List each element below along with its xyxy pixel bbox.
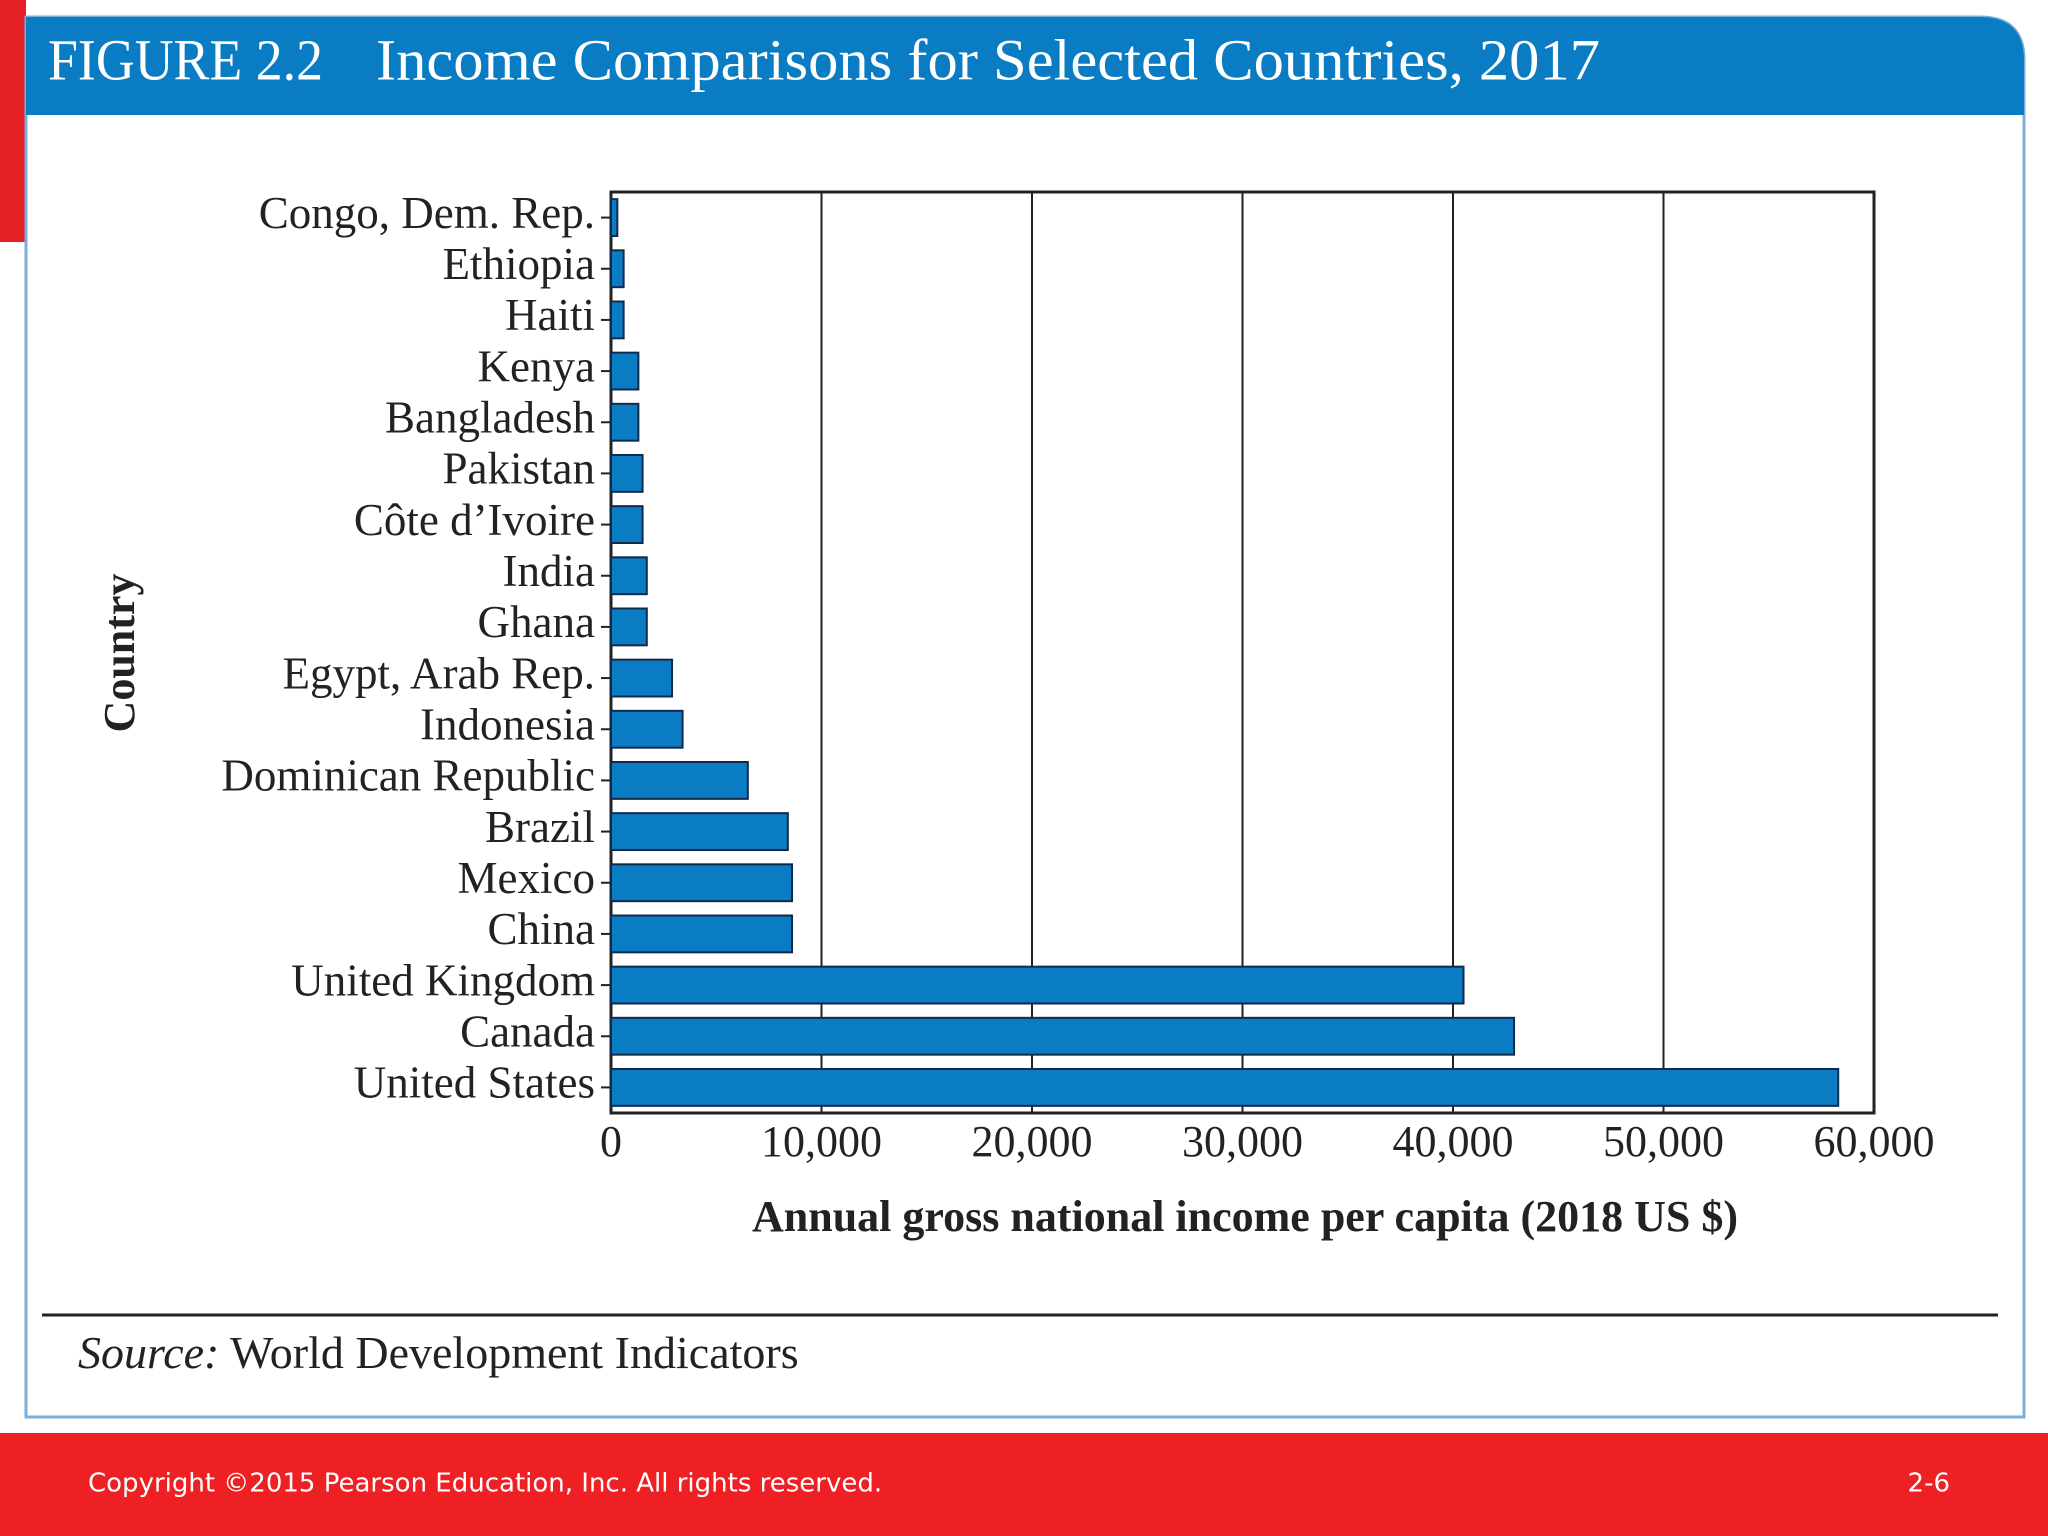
y-tick-label: China: [488, 904, 596, 954]
y-tick-label: Congo, Dem. Rep.: [259, 188, 595, 238]
y-tick-label: United States: [354, 1058, 595, 1108]
y-tick-label: Ethiopia: [443, 239, 595, 289]
y-tick-label: Indonesia: [420, 700, 595, 750]
x-tick-label: 0: [600, 1117, 622, 1166]
x-tick-label: 60,000: [1814, 1117, 1935, 1166]
bar: [610, 965, 1465, 1005]
plot-frame: [609, 190, 1876, 1115]
bar: [610, 863, 794, 903]
x-tick-label: 40,000: [1393, 1117, 1514, 1166]
x-tick-label: 50,000: [1603, 1117, 1724, 1166]
y-tick-label: Haiti: [505, 290, 595, 340]
source: Source: World Development Indicators: [78, 1327, 799, 1378]
bar: [610, 812, 789, 852]
page-number: 2-6: [1908, 1469, 1950, 1499]
footer-bar: [0, 1433, 2048, 1536]
y-tick-label: Dominican Republic: [221, 751, 595, 801]
y-axis-label: Country: [95, 574, 144, 733]
y-tick-label: United Kingdom: [291, 955, 595, 1005]
bar: [610, 505, 644, 545]
bar: [610, 1016, 1516, 1056]
x-tick-label: 30,000: [1182, 1117, 1303, 1166]
bar: [610, 1067, 1840, 1107]
bar: [610, 709, 684, 749]
y-tick-label: Brazil: [485, 802, 595, 852]
bar: [610, 351, 640, 391]
bar: [610, 249, 625, 289]
y-tick-label: Egypt, Arab Rep.: [283, 648, 595, 698]
y-tick-label: Canada: [460, 1007, 595, 1057]
bar: [610, 556, 648, 596]
bar: [610, 300, 625, 340]
copyright: Copyright ©2015 Pearson Education, Inc. …: [88, 1469, 882, 1499]
bar: [610, 402, 640, 442]
source-text: World Development Indicators: [230, 1327, 799, 1378]
x-axis-label: Annual gross national income per capita …: [752, 1192, 1738, 1241]
decoration-strip: [0, 0, 26, 242]
y-tick-label: Ghana: [478, 597, 595, 647]
bar: [610, 607, 648, 647]
chart-title: Income Comparisons for Selected Countrie…: [376, 27, 1600, 92]
y-tick-label: India: [503, 546, 595, 596]
title-bar: [26, 17, 2024, 115]
source-label: Source:: [78, 1327, 219, 1378]
y-tick-label: Kenya: [478, 341, 595, 391]
y-tick-label: Mexico: [458, 853, 595, 903]
bar: [610, 198, 619, 238]
bar: [610, 760, 749, 800]
x-tick-label: 20,000: [972, 1117, 1093, 1166]
y-tick-label: Bangladesh: [385, 393, 595, 443]
bar: [610, 453, 644, 493]
figure-label: FIGURE 2.2: [48, 27, 323, 92]
y-tick-label: Côte d’Ivoire: [354, 495, 595, 545]
bar: [610, 658, 674, 698]
x-tick-label: 10,000: [761, 1117, 882, 1166]
y-tick-label: Pakistan: [443, 444, 596, 494]
bar: [610, 914, 794, 954]
